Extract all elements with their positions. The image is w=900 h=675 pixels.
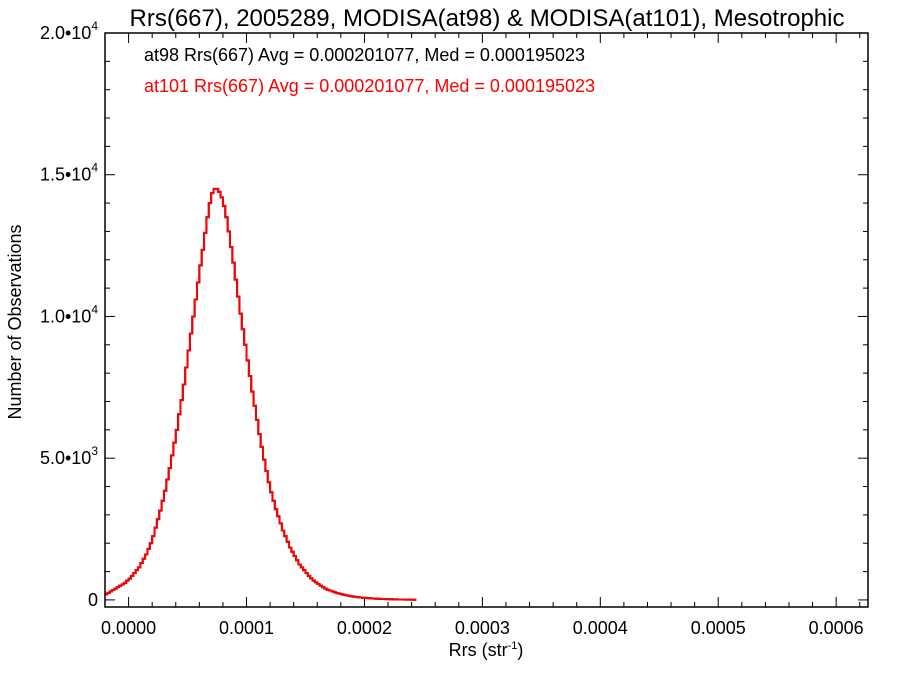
- series-line-at101: [105, 187, 417, 601]
- series-layer: [105, 187, 417, 601]
- x-axis-label: Rrs (str-1): [449, 640, 524, 660]
- y-tick-label-base: 1.0•10: [40, 306, 91, 326]
- y-tick-label-exp: 4: [91, 19, 98, 33]
- y-tick-label-base: 1.5•10: [40, 165, 91, 185]
- x-tick-label: 0.0006: [809, 618, 864, 638]
- y-tick-label-base: 2.0•10: [40, 23, 91, 43]
- x-tick-label: 0.0003: [455, 618, 510, 638]
- plot-frame: [104, 32, 869, 608]
- x-tick-label: 0.0004: [573, 618, 628, 638]
- legend-stats-at98: at98 Rrs(667) Avg = 0.000201077, Med = 0…: [144, 45, 585, 65]
- y-tick-label-base: 5.0•10: [40, 448, 91, 468]
- y-tick-label-exp: 4: [91, 302, 98, 316]
- y-tick-label-exp: 4: [91, 161, 98, 175]
- x-axis-label-close: ): [517, 640, 523, 660]
- x-tick-label: 0.0002: [337, 618, 392, 638]
- y-tick-label: 5.0•103: [40, 444, 98, 468]
- x-tick-label: 0.0005: [691, 618, 746, 638]
- y-tick-label-exp: 3: [91, 444, 98, 458]
- legend-stats-at101: at101 Rrs(667) Avg = 0.000201077, Med = …: [144, 76, 595, 96]
- y-tick-label: 1.0•104: [40, 302, 98, 326]
- y-axis-label: Number of Observations: [5, 224, 25, 419]
- ticks-layer: 0.0000 0.0001 0.0002 0.0003 0.0004 0.0005 0.00…: [40, 19, 868, 638]
- y-tick-label: 2.0•104: [40, 19, 98, 43]
- chart-title: Rrs(667), 2005289, MODISA(at98) & MODISA…: [130, 5, 845, 32]
- y-tick-label: 0: [88, 590, 98, 610]
- y-tick-label: 1.5•104: [40, 161, 98, 185]
- x-axis-label-sup: -1: [508, 640, 518, 652]
- y-axis-label-group: Number of Observations: [5, 224, 25, 419]
- y-tick-label-base: 0: [88, 590, 98, 610]
- x-tick-label: 0.0001: [219, 618, 274, 638]
- x-tick-label: 0.0000: [101, 618, 156, 638]
- x-axis-label-text: Rrs (str: [449, 640, 508, 660]
- series-at101: [105, 187, 417, 601]
